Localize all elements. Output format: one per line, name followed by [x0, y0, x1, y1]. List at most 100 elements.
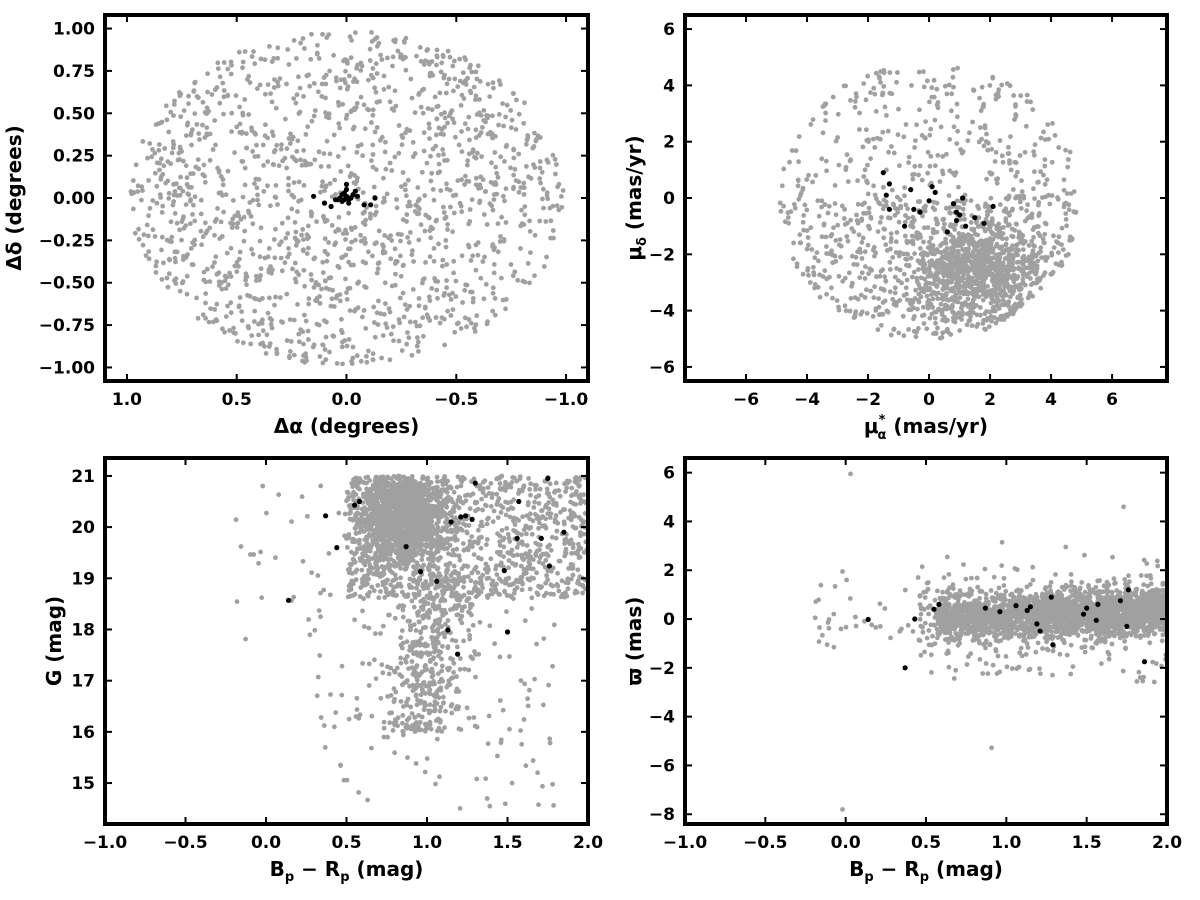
field-star-point [395, 550, 401, 556]
field-star-point [381, 175, 386, 181]
field-star-point [984, 309, 989, 314]
field-star-point [490, 113, 495, 119]
field-star-point [1028, 282, 1034, 288]
field-star-point [913, 334, 919, 340]
field-star-point [221, 94, 227, 100]
field-star-point [967, 318, 973, 323]
field-star-point [808, 225, 814, 231]
field-star-point [258, 225, 264, 231]
field-star-point [935, 296, 941, 302]
field-star-point [836, 304, 841, 310]
field-star-point [897, 267, 903, 273]
field-star-point [518, 246, 523, 251]
field-star-point [177, 288, 183, 294]
field-star-point [895, 209, 901, 215]
field-star-point [349, 361, 355, 366]
field-star-point [228, 245, 234, 251]
field-star-point [1010, 234, 1016, 240]
field-star-point [197, 137, 202, 142]
field-star-point [1063, 211, 1069, 217]
field-star-point [272, 77, 277, 82]
field-star-point [191, 89, 197, 94]
field-star-point [901, 333, 907, 339]
field-star-point [905, 206, 910, 212]
field-star-point [1018, 206, 1024, 211]
field-star-point [362, 284, 367, 289]
field-star-point [418, 222, 424, 228]
field-star-point [934, 229, 940, 235]
field-star-point [855, 178, 860, 184]
field-star-point [444, 285, 450, 291]
field-star-point [363, 260, 369, 266]
field-star-point [923, 282, 929, 288]
field-star-point [434, 287, 440, 293]
field-star-point [265, 254, 271, 260]
field-star-point [1041, 273, 1046, 278]
field-star-point [1055, 195, 1060, 200]
field-star-point [169, 150, 175, 156]
field-star-point [885, 128, 891, 134]
field-star-point [198, 228, 204, 234]
field-star-point [473, 267, 479, 273]
field-star-point [1001, 288, 1006, 293]
field-star-point [956, 310, 962, 316]
field-star-point [979, 84, 985, 90]
field-star-point [421, 62, 427, 67]
member-star-point [953, 209, 960, 215]
field-star-point [903, 202, 909, 208]
field-star-point [959, 239, 964, 245]
field-star-point [373, 61, 379, 67]
field-star-point [949, 91, 955, 97]
field-star-point [274, 350, 280, 356]
field-star-point [426, 121, 432, 127]
field-star-point [871, 295, 877, 300]
field-star-point [427, 136, 432, 142]
field-star-point [935, 153, 941, 158]
field-star-point [835, 111, 841, 117]
field-star-point [1042, 157, 1048, 163]
field-star-point [841, 216, 847, 221]
field-star-point [1015, 274, 1021, 279]
field-star-point [970, 265, 975, 270]
field-star-point [985, 221, 991, 226]
field-star-point [936, 249, 942, 255]
field-star-point [986, 324, 992, 329]
field-star-point [370, 164, 376, 170]
field-star-point [387, 357, 393, 363]
field-star-point [467, 207, 473, 212]
field-star-point [424, 550, 430, 556]
field-star-point [860, 144, 866, 150]
field-star-point [399, 492, 405, 497]
field-star-point [936, 306, 941, 312]
field-star-point [252, 296, 257, 301]
field-star-point [912, 163, 918, 169]
field-star-point [422, 482, 428, 488]
field-stars-series [128, 30, 566, 367]
field-star-point [149, 154, 155, 160]
field-star-point [360, 314, 365, 320]
field-star-point [320, 270, 326, 275]
field-star-point [290, 266, 295, 272]
field-star-point [269, 270, 274, 276]
field-star-point [323, 81, 329, 87]
field-star-point [343, 276, 348, 282]
field-star-point [913, 287, 918, 293]
field-star-point [344, 489, 350, 495]
field-star-point [318, 164, 324, 169]
field-star-point [475, 63, 481, 69]
field-star-point [462, 182, 467, 187]
field-star-point [508, 262, 514, 267]
field-star-point [496, 112, 502, 117]
field-star-point [873, 250, 879, 256]
field-star-point [179, 237, 184, 243]
field-star-point [954, 114, 960, 120]
field-star-point [927, 99, 932, 105]
field-star-point [445, 48, 451, 54]
field-star-point [309, 31, 314, 37]
field-star-point [923, 119, 928, 124]
field-star-point [469, 69, 475, 75]
field-star-point [223, 286, 229, 291]
field-star-point [365, 554, 371, 560]
field-star-point [279, 142, 284, 148]
field-star-point [369, 584, 375, 590]
